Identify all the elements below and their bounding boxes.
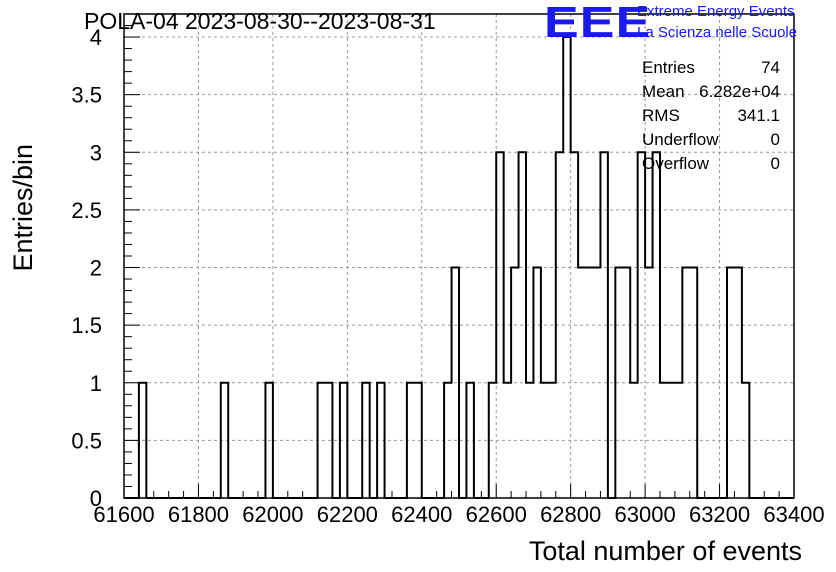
x-tick-label: 62800 — [540, 502, 601, 527]
y-tick-label: 2 — [90, 256, 102, 281]
x-tick-label: 63400 — [763, 502, 824, 527]
x-tick-label: 62400 — [391, 502, 452, 527]
logo-line-2: La Scienza nelle Scuole — [637, 24, 798, 41]
y-tick-label: 1 — [90, 371, 102, 396]
x-tick-label: 62600 — [466, 502, 527, 527]
x-tick-label: 63200 — [689, 502, 750, 527]
chart-title: POLA-04 2023-08-30--2023-08-31 — [84, 8, 436, 34]
x-tick-label: 61600 — [93, 502, 154, 527]
stat-row-entries: Entries 74 — [642, 58, 780, 82]
y-tick-label: 4 — [90, 25, 102, 50]
x-tick-label: 63000 — [615, 502, 676, 527]
stat-row-rms: RMS 341.1 — [642, 106, 780, 130]
stat-row-overflow: Overflow 0 — [642, 154, 780, 178]
stat-row-underflow: Underflow 0 — [642, 130, 780, 154]
y-tick-label: 3 — [90, 140, 102, 165]
y-axis: 0 0.5 1 1.5 2 2.5 3 3.5 4 — [71, 13, 140, 511]
y-tick-label: 0 — [90, 486, 102, 511]
y-tick-label: 2.5 — [71, 198, 102, 223]
eee-logo: EEE — [544, 0, 652, 47]
stat-name: Overflow — [642, 154, 710, 173]
stat-name: RMS — [642, 106, 680, 125]
x-tick-label: 62200 — [317, 502, 378, 527]
stat-value: 74 — [761, 58, 780, 77]
stat-name: Mean — [642, 82, 685, 101]
x-tick-label: 62000 — [242, 502, 303, 527]
stat-row-mean: Mean 6.282e+04 — [642, 82, 780, 106]
stat-value: 6.282e+04 — [699, 82, 780, 101]
logo-line-1: Extreme Energy Events — [637, 3, 795, 20]
x-axis: 61600 61800 62000 62200 62400 62600 62800 63000… — [93, 484, 825, 527]
stat-name: Underflow — [642, 130, 719, 149]
stat-name: Entries — [642, 58, 695, 77]
y-axis-label: Entries/bin — [8, 143, 38, 272]
y-tick-label: 0.5 — [71, 428, 102, 453]
stat-value: 0 — [770, 130, 780, 149]
x-axis-label: Total number of events — [528, 536, 802, 566]
stats-box: Entries 74 Mean 6.282e+04 RMS 341.1 Unde… — [642, 58, 780, 178]
stat-value: 0 — [770, 154, 780, 173]
stat-value: 341.1 — [737, 106, 780, 125]
y-tick-label: 3.5 — [71, 83, 102, 108]
x-tick-label: 61800 — [168, 502, 229, 527]
y-tick-label: 1.5 — [71, 313, 102, 338]
